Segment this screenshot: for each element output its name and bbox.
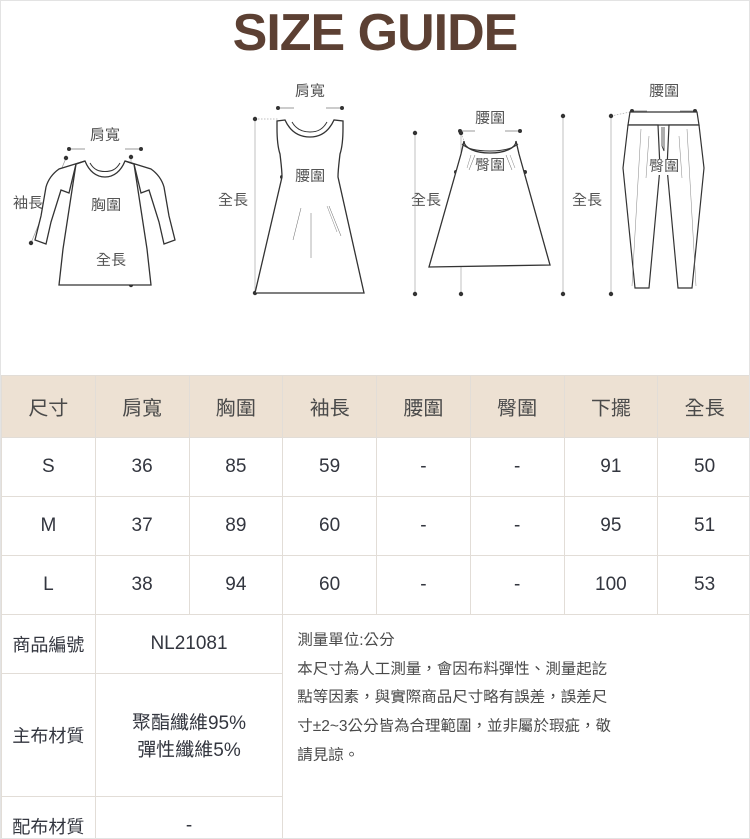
svg-text:臀圍: 臀圍 <box>475 154 505 175</box>
svg-text:臀圍: 臀圍 <box>649 155 679 176</box>
svg-text:袖長: 袖長 <box>13 192 43 213</box>
svg-text:肩寬: 肩寬 <box>295 80 325 101</box>
svg-text:腰圍: 腰圍 <box>295 165 325 186</box>
svg-text:全長: 全長 <box>218 189 248 210</box>
svg-text:全長: 全長 <box>411 189 441 210</box>
svg-text:腰圍: 腰圍 <box>649 80 679 101</box>
svg-text:腰圍: 腰圍 <box>475 107 505 128</box>
svg-text:全長: 全長 <box>96 249 126 270</box>
svg-text:肩寬: 肩寬 <box>90 124 120 145</box>
svg-text:全長: 全長 <box>572 189 602 210</box>
svg-text:胸圍: 胸圍 <box>91 194 121 215</box>
